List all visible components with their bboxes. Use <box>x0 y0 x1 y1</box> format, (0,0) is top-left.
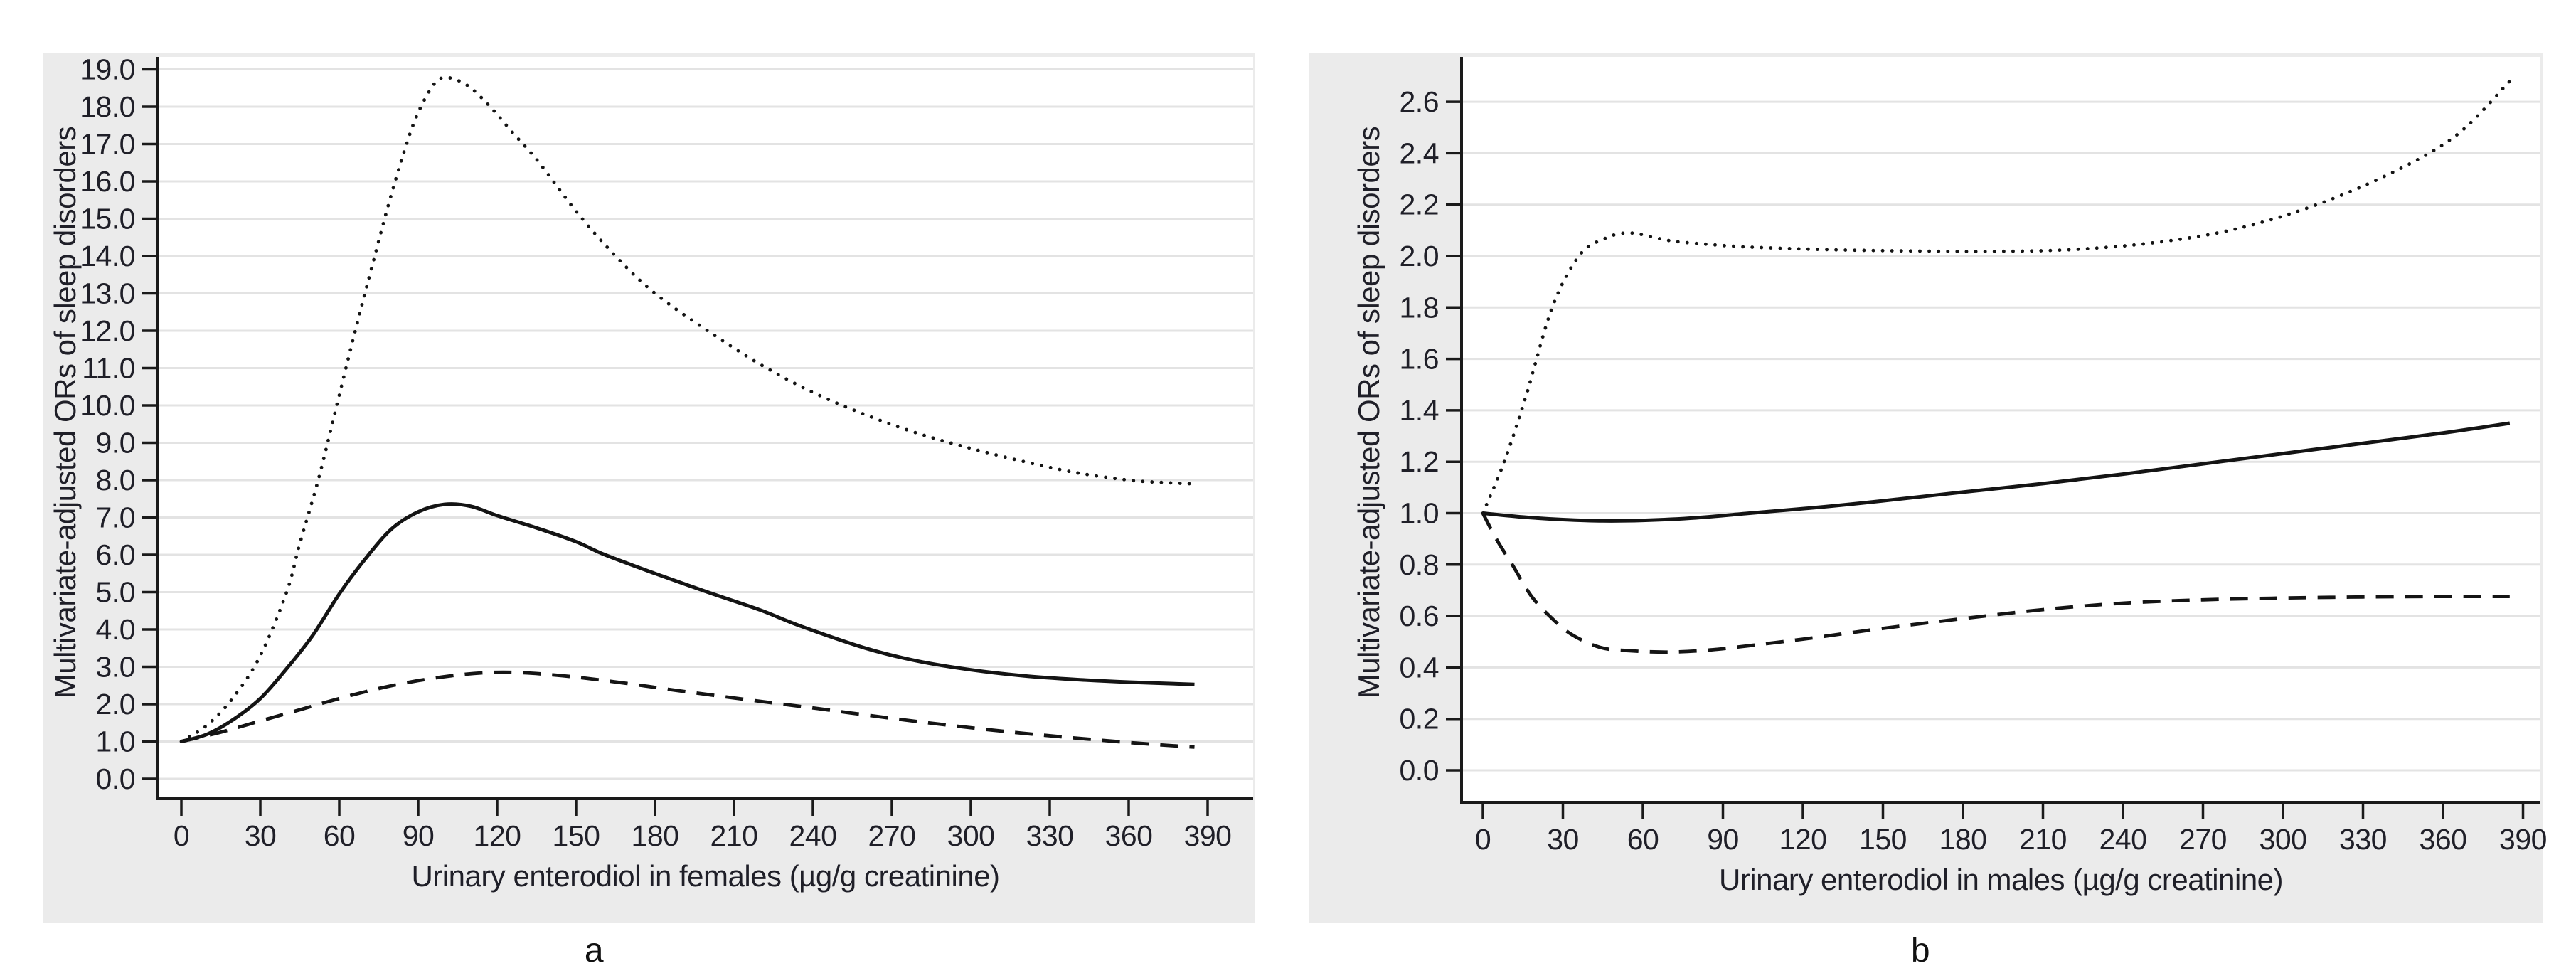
y-tick-label: 12.0 <box>80 314 135 347</box>
x-tick-label: 360 <box>2420 823 2467 856</box>
x-tick-label: 90 <box>403 819 435 852</box>
x-tick-label: 330 <box>2339 823 2387 856</box>
y-tick-label: 0.4 <box>1400 651 1439 684</box>
y-tick-label: 14.0 <box>80 240 135 272</box>
y-tick-label: 10.0 <box>80 389 135 422</box>
x-tick-label: 0 <box>1475 823 1491 856</box>
x-tick-label: 0 <box>174 819 189 852</box>
x-tick-label: 90 <box>1707 823 1739 856</box>
y-tick-label: 1.8 <box>1400 291 1439 324</box>
y-tick-label: 6.0 <box>96 538 136 571</box>
y-tick-label: 13.0 <box>80 277 135 310</box>
x-tick-label: 300 <box>947 819 995 852</box>
curve-dotted <box>1481 79 2512 515</box>
x-tick-label: 180 <box>1939 823 1987 856</box>
x-tick-label: 210 <box>2019 823 2067 856</box>
x-tick-label: 240 <box>2099 823 2147 856</box>
x-tick-label: 150 <box>553 819 600 852</box>
x-tick-label: 150 <box>1859 823 1907 856</box>
y-tick-label: 7.0 <box>96 501 136 534</box>
curve-dashed <box>1481 512 2510 654</box>
plot-area <box>1462 57 2540 802</box>
curve-solid <box>181 502 1195 743</box>
x-tick-label: 270 <box>868 819 916 852</box>
y-tick-label: 2.6 <box>1400 85 1439 118</box>
y-tick-label: 2.2 <box>1400 188 1439 221</box>
x-axis-title: Urinary enterodiol in males (µg/g creati… <box>1719 863 2283 896</box>
x-tick-label: 330 <box>1026 819 1074 852</box>
x-tick-label: 60 <box>324 819 356 852</box>
x-tick-label: 60 <box>1627 823 1659 856</box>
y-tick-label: 1.2 <box>1400 445 1439 478</box>
curve-solid <box>1482 421 2511 523</box>
y-tick-label: 15.0 <box>80 203 135 235</box>
curve-dashed <box>181 670 1195 749</box>
y-tick-label: 1.0 <box>96 725 136 758</box>
x-tick-label: 30 <box>245 819 277 852</box>
x-tick-label: 120 <box>474 819 521 852</box>
x-tick-label: 240 <box>789 819 837 852</box>
y-tick-label: 3.0 <box>96 651 136 684</box>
x-tick-label: 300 <box>2260 823 2307 856</box>
y-tick-label: 11.0 <box>82 352 135 385</box>
y-tick-label: 9.0 <box>96 427 136 459</box>
y-tick-label: 5.0 <box>96 576 136 609</box>
plot-area <box>158 57 1253 799</box>
y-tick-label: 16.0 <box>80 165 135 198</box>
y-tick-label: 0.0 <box>1400 754 1439 787</box>
panel-a: 0.0 1.0 2.0 3.0 4.0 5.0 6.0 7.0 8.0 9.0 10.0 11.0 12… <box>43 53 1255 969</box>
y-tick-label: 1.0 <box>1400 497 1439 530</box>
y-tick-label: 4.0 <box>96 613 136 646</box>
y-tick-label: 1.4 <box>1400 394 1439 427</box>
y-tick-label: 18.0 <box>80 90 135 123</box>
y-axis-title: Multivariate-adjusted ORs of sleep disor… <box>1352 127 1385 698</box>
y-tick-label: 2.0 <box>1400 240 1439 272</box>
x-axis-title: Urinary enterodiol in females (µg/g crea… <box>411 859 999 893</box>
x-tick-label: 210 <box>710 819 758 852</box>
x-tick-label: 390 <box>1184 819 1232 852</box>
x-tick-label: 120 <box>1779 823 1827 856</box>
x-tick-label: 270 <box>2179 823 2227 856</box>
y-tick-label: 2.4 <box>1400 137 1439 169</box>
y-tick-label: 2.0 <box>96 688 136 721</box>
y-tick-label: 0.0 <box>96 762 136 795</box>
panel-letter-b: b <box>1911 932 1930 969</box>
y-tick-label: 1.6 <box>1400 343 1439 376</box>
panel-b: 0.0 0.2 0.4 0.6 0.8 1.0 1.2 1.4 1.6 1.8 2.0 2.2 2.4 2… <box>1309 53 2547 969</box>
y-tick-label: 0.6 <box>1400 600 1439 632</box>
y-axis-title: Multivariate-adjusted ORs of sleep disor… <box>48 127 82 698</box>
y-tick-label: 0.2 <box>1400 703 1439 735</box>
y-tick-label: 0.8 <box>1400 548 1439 581</box>
y-tick-label: 19.0 <box>80 53 135 86</box>
x-tick-label: 390 <box>2499 823 2547 856</box>
x-tick-label: 30 <box>1547 823 1579 856</box>
y-tick-label: 17.0 <box>80 128 135 161</box>
y-tick-label: 8.0 <box>96 464 136 496</box>
panel-letter-a: a <box>585 932 604 969</box>
x-tick-label: 360 <box>1105 819 1153 852</box>
x-tick-label: 180 <box>632 819 679 852</box>
